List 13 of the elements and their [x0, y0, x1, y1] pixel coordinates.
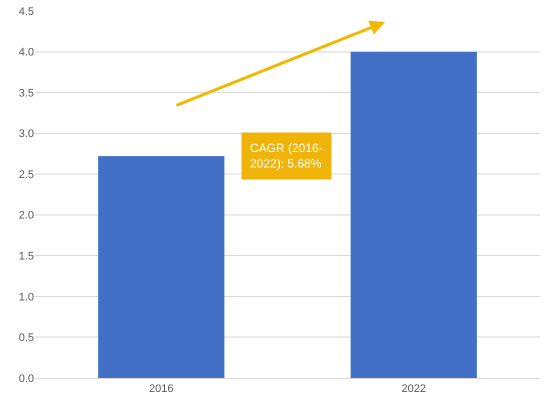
- y-tick-label: 4.5: [18, 6, 34, 18]
- y-tick-label: 1.0: [18, 291, 34, 304]
- y-tick-label: 1.5: [18, 250, 34, 263]
- y-tick-label: 3.5: [18, 87, 34, 100]
- x-tick-label: 2016: [149, 383, 174, 396]
- y-tick-label: 4.0: [18, 46, 34, 59]
- y-tick-label: 0.0: [18, 372, 34, 385]
- y-tick-label: 2.5: [18, 168, 34, 181]
- x-tick-label: 2022: [402, 383, 426, 396]
- y-tick-label: 2.0: [18, 210, 34, 222]
- annotation: CAGR (2016-2022): 5.68%: [250, 141, 323, 171]
- y-tick-label: 0.5: [18, 332, 34, 344]
- y-tick-label: 3.0: [18, 128, 34, 140]
